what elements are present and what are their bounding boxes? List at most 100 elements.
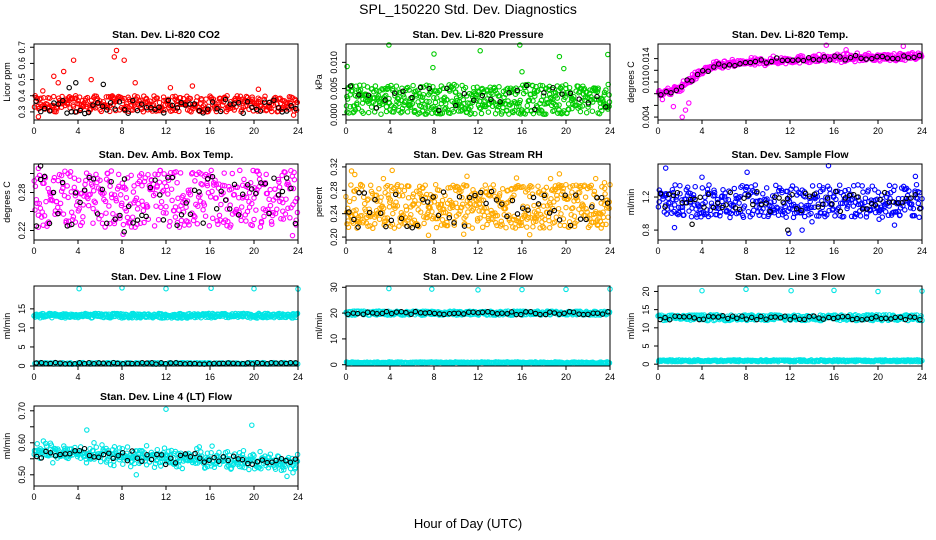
data-point — [68, 209, 75, 216]
data-point — [200, 220, 206, 226]
data-point — [365, 109, 372, 116]
data-point — [168, 186, 175, 192]
data-point — [711, 64, 717, 70]
data-point — [356, 92, 362, 98]
data-point — [269, 221, 275, 227]
data-point — [63, 218, 69, 224]
data-point — [406, 87, 412, 93]
data-point — [32, 183, 39, 190]
data-point — [699, 185, 706, 191]
data-point — [731, 185, 738, 192]
x-tick-label: 16 — [829, 126, 839, 136]
data-point — [122, 186, 129, 192]
data-point — [71, 184, 78, 191]
x-tick-label: 20 — [873, 126, 883, 136]
data-point — [595, 85, 601, 91]
y-axis-label: degrees C — [626, 61, 636, 103]
data-point — [431, 95, 437, 101]
data-point — [79, 219, 86, 226]
data-point — [165, 177, 172, 184]
data-point — [390, 210, 396, 217]
data-point — [577, 103, 583, 110]
data-point — [255, 86, 262, 93]
data-point — [88, 76, 94, 83]
data-point — [200, 110, 206, 116]
x-tick-label: 4 — [75, 372, 80, 382]
x-tick-label: 4 — [75, 126, 80, 136]
data-point — [723, 202, 729, 208]
data-point — [517, 42, 523, 48]
data-point — [38, 108, 44, 115]
data-point — [39, 209, 45, 215]
data-point — [457, 94, 464, 100]
data-point — [349, 88, 356, 94]
data-point — [354, 100, 360, 106]
data-point — [378, 194, 384, 201]
data-point — [496, 84, 502, 90]
data-point — [276, 179, 282, 185]
data-point — [38, 95, 44, 102]
data-point — [556, 53, 563, 60]
data-point — [169, 102, 176, 109]
data-point — [524, 224, 530, 230]
data-point — [534, 88, 540, 95]
data-point — [152, 171, 158, 178]
data-point — [58, 172, 65, 179]
data-point — [107, 100, 114, 106]
data-point — [117, 192, 124, 198]
data-point — [121, 106, 128, 113]
data-point — [267, 202, 274, 209]
data-point — [163, 183, 170, 190]
x-tick-label: 12 — [161, 372, 171, 382]
data-point — [264, 190, 271, 197]
data-point — [795, 57, 801, 63]
y-tick-label: 0.014 — [641, 47, 651, 70]
data-point — [36, 200, 43, 207]
data-point — [816, 57, 822, 63]
data-point — [378, 111, 384, 117]
data-point — [721, 63, 728, 69]
data-point — [490, 182, 497, 188]
data-point — [579, 97, 585, 104]
data-point — [855, 182, 861, 188]
data-point — [401, 187, 408, 194]
data-point — [34, 200, 40, 207]
series-2 — [347, 82, 609, 114]
data-point — [141, 178, 148, 185]
data-point — [426, 85, 432, 92]
data-point — [886, 182, 893, 189]
data-point — [432, 99, 439, 106]
data-point — [577, 216, 584, 222]
data-point — [398, 183, 405, 189]
data-point — [900, 43, 907, 50]
series-2 — [33, 163, 299, 235]
y-axis-label: percent — [314, 186, 324, 217]
data-point — [244, 208, 251, 215]
data-point — [207, 194, 214, 200]
data-point — [516, 103, 522, 110]
data-point — [238, 204, 245, 210]
data-point — [776, 195, 782, 201]
data-point — [154, 95, 160, 101]
data-point — [905, 55, 912, 61]
data-point — [249, 104, 255, 111]
data-point — [557, 222, 563, 229]
series-2 — [33, 80, 299, 117]
data-point — [251, 285, 257, 292]
data-point — [152, 106, 158, 113]
data-point — [503, 224, 509, 231]
data-point — [134, 107, 141, 114]
data-point — [359, 183, 366, 189]
data-point — [553, 103, 560, 109]
data-point — [251, 216, 257, 223]
y-tick-label: 0.20 — [329, 228, 339, 246]
data-point — [70, 214, 77, 220]
data-point — [726, 62, 733, 68]
data-point — [272, 186, 278, 192]
data-point — [106, 203, 112, 209]
data-point — [226, 206, 233, 212]
data-point — [160, 209, 167, 216]
data-point — [111, 54, 118, 60]
data-point — [152, 177, 158, 183]
